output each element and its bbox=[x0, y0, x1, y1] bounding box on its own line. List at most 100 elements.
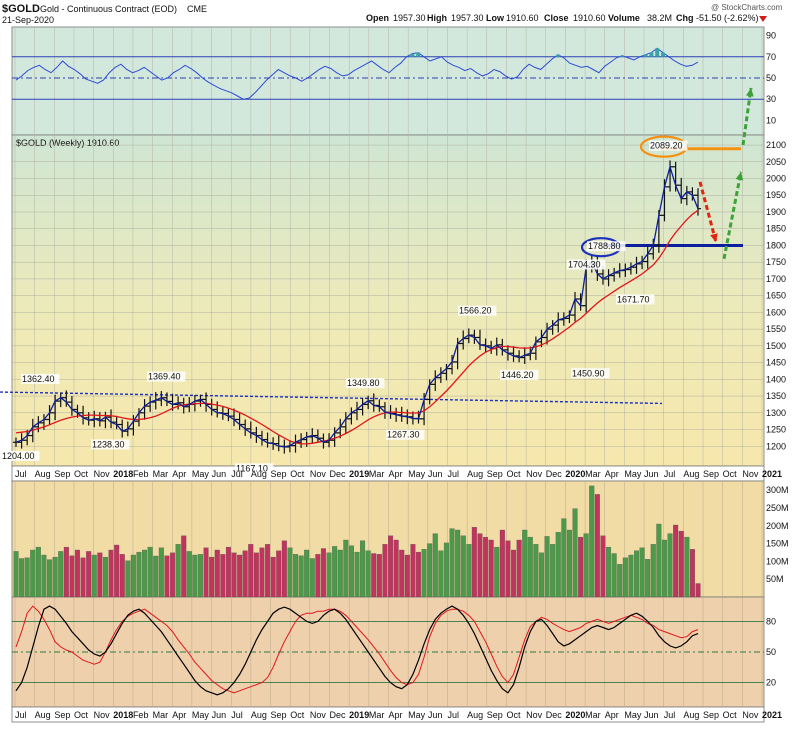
low-label: Low bbox=[486, 13, 505, 23]
annotation-bg bbox=[587, 241, 626, 252]
x-tick-label: Apr bbox=[605, 469, 619, 479]
volume-bar bbox=[108, 549, 114, 598]
volume-bar bbox=[488, 539, 494, 598]
volume-label: Volume bbox=[608, 13, 640, 23]
x-tick-label: Oct bbox=[723, 469, 738, 479]
volume-bar bbox=[270, 556, 276, 598]
volume-y-tick: 200M bbox=[766, 521, 789, 531]
volume-bar bbox=[237, 554, 243, 598]
x-tick-label: May bbox=[408, 469, 426, 479]
x-tick-label-bottom: Oct bbox=[74, 710, 89, 720]
volume-bar bbox=[343, 539, 349, 598]
x-tick-label: Jul bbox=[664, 469, 676, 479]
x-tick-label: Mar bbox=[369, 469, 385, 479]
chart-date: 21-Sep-2020 bbox=[2, 15, 54, 25]
rsi-y-tick: 70 bbox=[766, 52, 776, 62]
x-tick-label: Aug bbox=[683, 469, 699, 479]
up-arrow-lower-shaft bbox=[722, 171, 743, 260]
x-tick-label: Aug bbox=[251, 469, 267, 479]
volume-bar bbox=[365, 550, 371, 598]
price-y-tick: 2050 bbox=[766, 157, 786, 167]
volume-bar bbox=[594, 494, 600, 598]
price-close-line bbox=[15, 164, 699, 448]
volume-bar bbox=[538, 552, 544, 598]
price-y-tick: 1800 bbox=[766, 240, 786, 250]
x-tick-label-bottom: Mar bbox=[585, 710, 601, 720]
volume-bar bbox=[371, 553, 377, 598]
price-annotation: 1446.20 bbox=[501, 370, 534, 380]
moving-average-line bbox=[15, 209, 699, 445]
price-y-tick: 1950 bbox=[766, 190, 786, 200]
x-tick-label: Jun bbox=[644, 469, 659, 479]
high-label: High bbox=[427, 13, 447, 23]
price-annotation: 1788.80 bbox=[588, 241, 621, 251]
volume-bar bbox=[214, 549, 220, 598]
volume-bar bbox=[136, 551, 142, 598]
volume-value: 38.2M bbox=[647, 13, 672, 23]
x-tick-label-bottom: Jul bbox=[447, 710, 459, 720]
x-tick-label: Nov bbox=[94, 469, 111, 479]
x-tick-label-bottom: Dec bbox=[330, 710, 347, 720]
volume-bar bbox=[600, 535, 606, 598]
volume-bar bbox=[203, 547, 209, 598]
volume-bar bbox=[522, 529, 528, 598]
volume-bar bbox=[656, 523, 662, 598]
volume-bar bbox=[673, 524, 679, 598]
rsi-line bbox=[15, 47, 699, 100]
x-tick-label-bottom: Jul bbox=[664, 710, 676, 720]
volume-bar bbox=[572, 508, 578, 598]
x-tick-label-bottom: May bbox=[192, 710, 210, 720]
price-y-tick: 1850 bbox=[766, 224, 786, 234]
volume-bar bbox=[348, 545, 354, 598]
volume-bar bbox=[186, 551, 192, 598]
x-tick-label-bottom: Nov bbox=[310, 710, 327, 720]
x-tick-label: Sep bbox=[703, 469, 719, 479]
volume-bar bbox=[471, 527, 477, 598]
volume-bar bbox=[460, 535, 466, 598]
volume-bar bbox=[678, 530, 684, 598]
volume-y-tick: 300M bbox=[766, 485, 789, 495]
volume-bar bbox=[293, 554, 299, 598]
volume-bar bbox=[555, 532, 561, 598]
price-y-tick: 2000 bbox=[766, 174, 786, 184]
annotation-bg bbox=[21, 373, 60, 384]
symbol: $GOLD bbox=[2, 3, 40, 15]
down-arrow-head bbox=[710, 233, 718, 243]
x-tick-label-bottom: Jul bbox=[231, 710, 243, 720]
volume-bar bbox=[97, 552, 103, 598]
x-tick-label: Aug bbox=[35, 469, 51, 479]
x-tick-label-bottom: Nov bbox=[94, 710, 111, 720]
volume-bar bbox=[499, 529, 505, 598]
price-annotation: 1704.30 bbox=[568, 259, 601, 269]
x-tick-label-bottom: Dec bbox=[546, 710, 563, 720]
volume-bar bbox=[337, 549, 343, 598]
volume-bar bbox=[326, 552, 332, 598]
x-tick-label: Oct bbox=[290, 469, 305, 479]
x-tick-label: Dec bbox=[546, 469, 563, 479]
volume-bar bbox=[611, 553, 617, 598]
x-tick-label-bottom: Aug bbox=[683, 710, 699, 720]
volume-bar bbox=[13, 551, 19, 598]
volume-bar bbox=[432, 533, 438, 598]
volume-bar bbox=[511, 549, 517, 598]
long-term-trendline bbox=[0, 391, 663, 405]
x-tick-label-bottom: Sep bbox=[703, 710, 719, 720]
x-tick-label: 2019 bbox=[349, 469, 369, 479]
x-tick-label: Dec bbox=[330, 469, 347, 479]
axis-labels: JulJulAugAugSepSepOctOctNovNov20182018Fe… bbox=[15, 31, 789, 720]
x-tick-label: Jul bbox=[231, 469, 243, 479]
x-tick-label-bottom: Feb bbox=[133, 710, 149, 720]
volume-bar bbox=[393, 539, 399, 598]
x-tick-label: Aug bbox=[467, 469, 483, 479]
stochastic-signal-line bbox=[15, 605, 699, 694]
price-y-tick: 1200 bbox=[766, 441, 786, 451]
rsi-y-tick: 10 bbox=[766, 115, 776, 125]
volume-bar bbox=[231, 552, 237, 598]
x-axis-band-bottom bbox=[11, 706, 765, 723]
volume-bar bbox=[354, 551, 360, 598]
price-series bbox=[0, 147, 743, 454]
x-tick-label: Jun bbox=[212, 469, 227, 479]
x-tick-label: Sep bbox=[487, 469, 503, 479]
annotations: 1204.00 1362.40 1238.30 1369.40 1167.10 1349.… bbox=[1, 87, 754, 474]
volume-bar bbox=[427, 543, 433, 598]
